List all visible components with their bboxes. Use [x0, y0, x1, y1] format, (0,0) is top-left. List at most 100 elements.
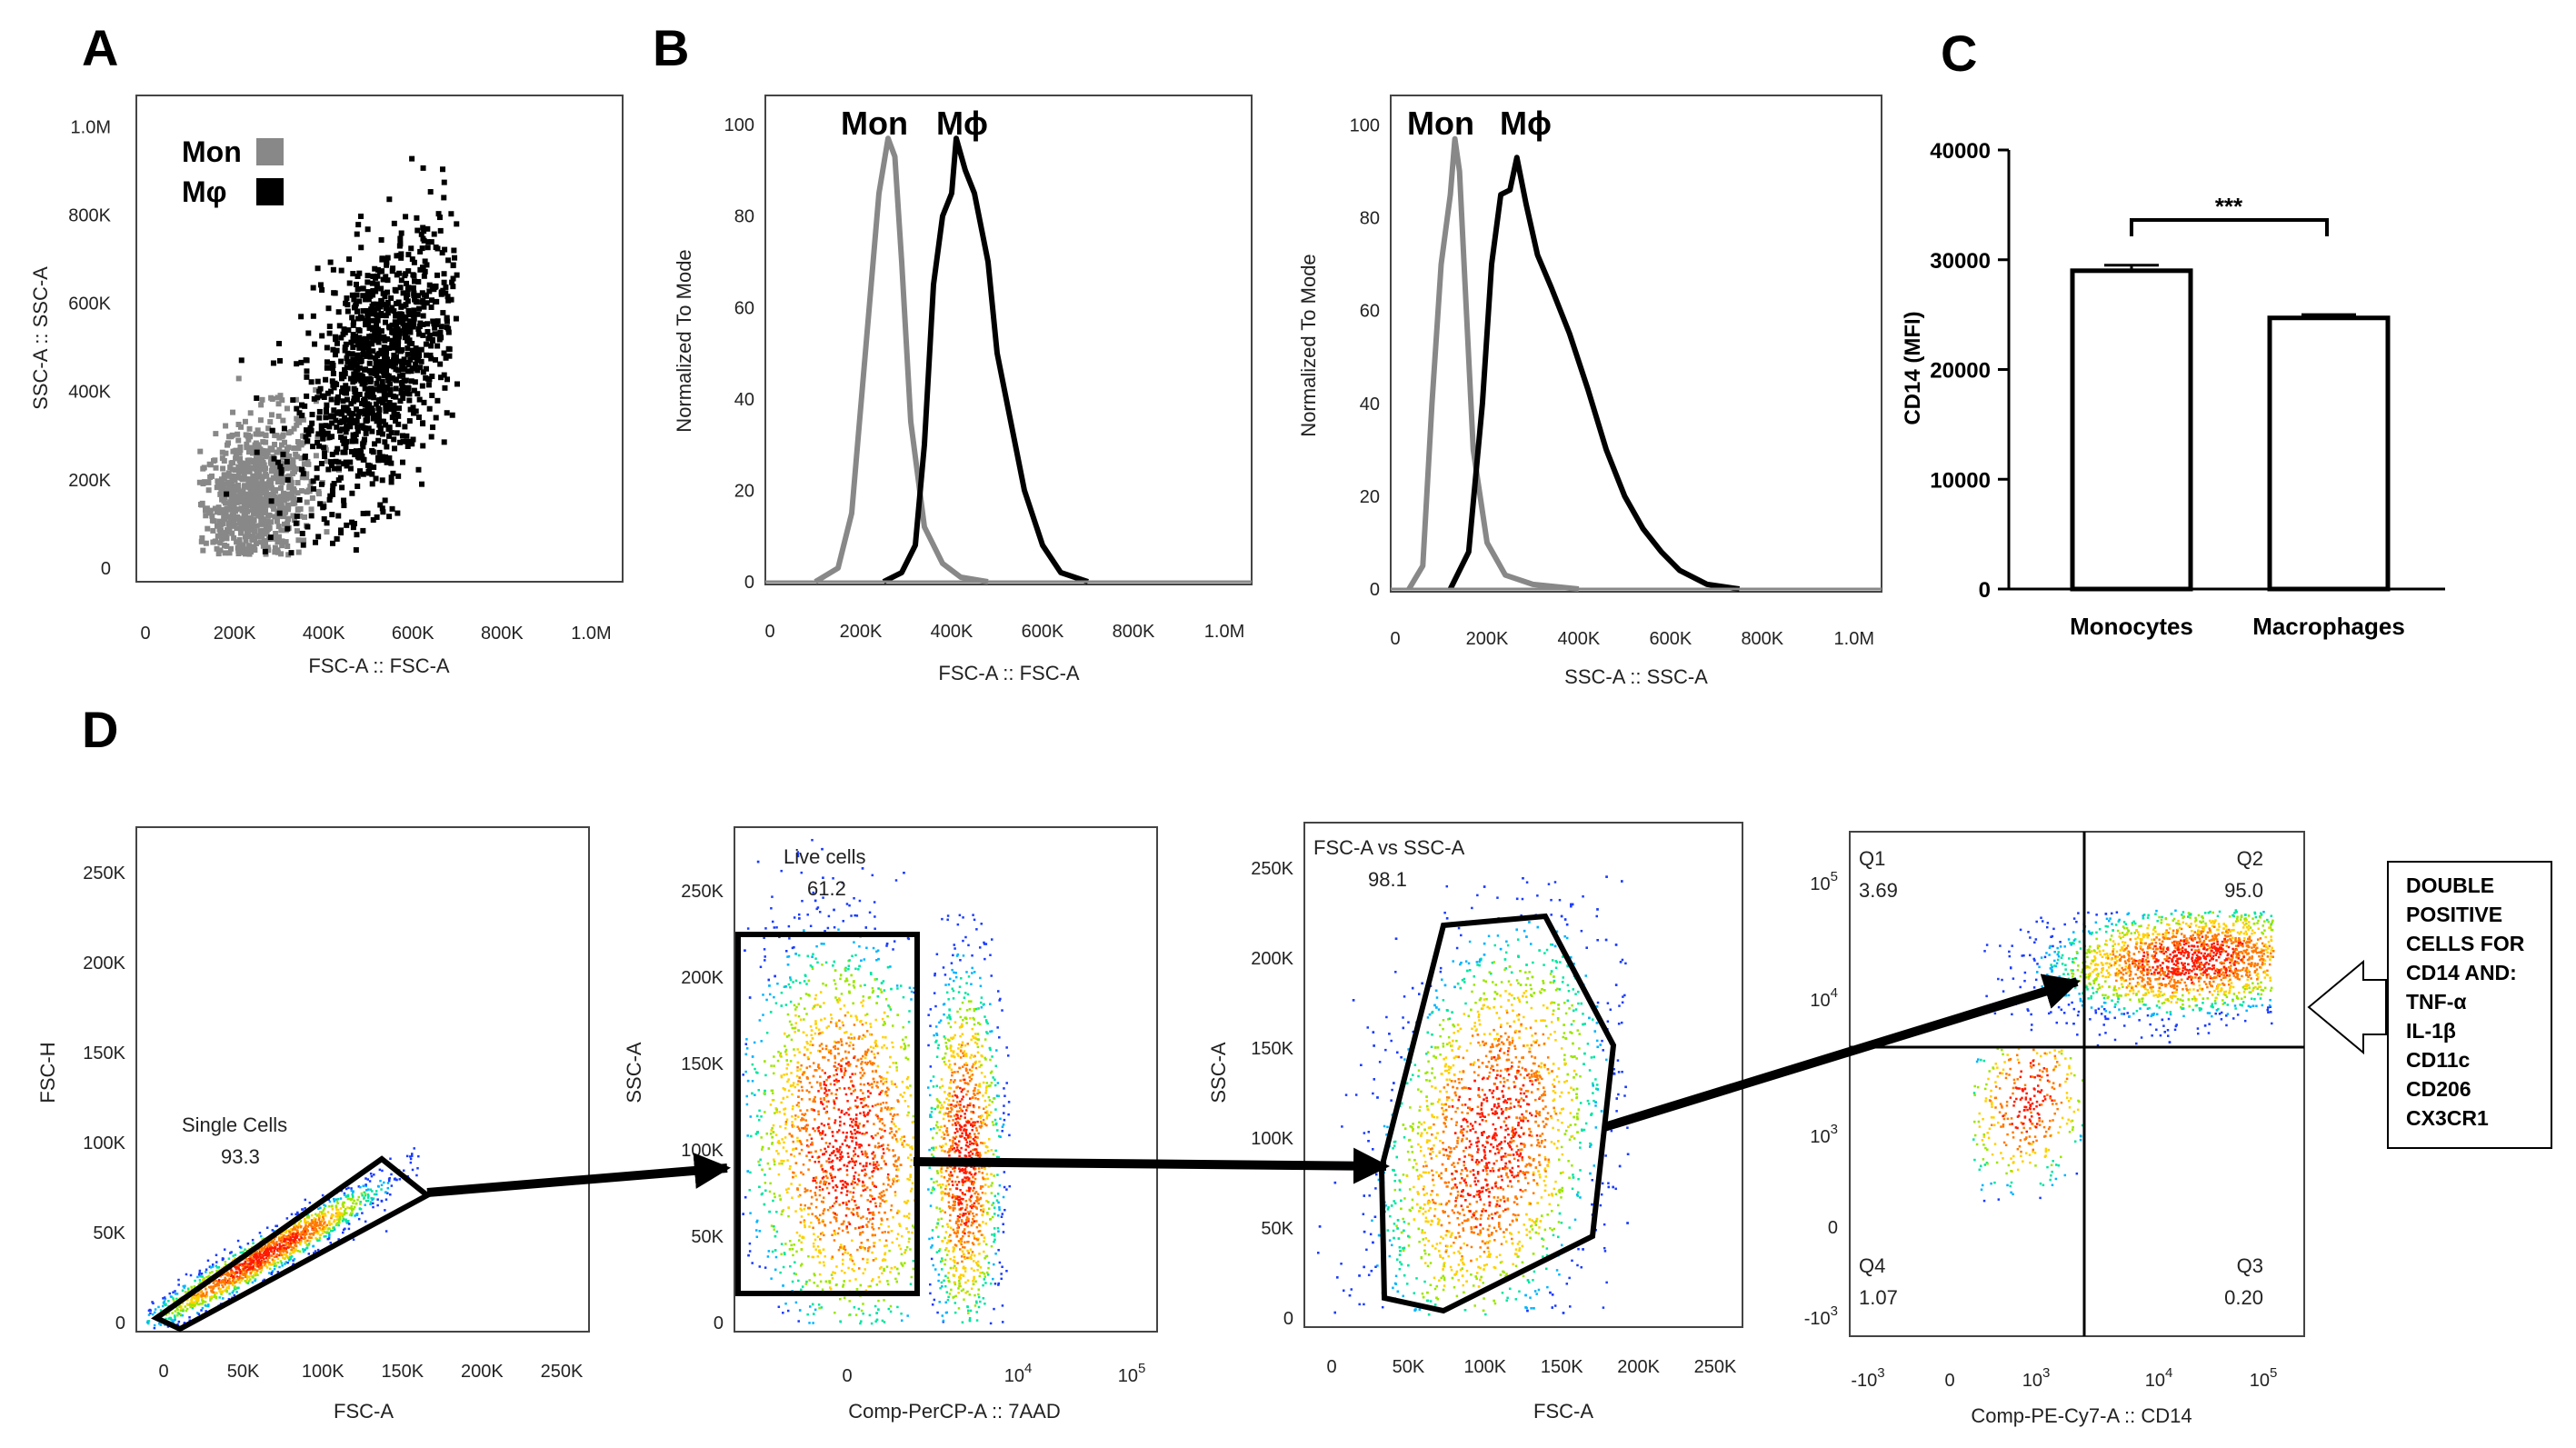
event-dot [386, 1192, 389, 1194]
event-dot [754, 1093, 756, 1096]
event-dot [293, 1226, 295, 1229]
scatter-point [404, 359, 410, 365]
scatter-point [338, 527, 344, 534]
scatter-point [217, 491, 224, 497]
scatter-point [309, 494, 315, 501]
event-dot [771, 1143, 774, 1145]
event-dot [183, 1286, 186, 1289]
legend-mac-label: Mφ [182, 175, 227, 208]
event-dot [290, 1239, 293, 1242]
event-dot [223, 1281, 226, 1283]
scatter-point [400, 438, 406, 444]
scatter-point [400, 290, 406, 296]
event-dot [244, 1248, 246, 1251]
event-dot [841, 1075, 844, 1079]
event-dot [284, 1249, 286, 1252]
event-dot [246, 1268, 249, 1272]
event-dot [293, 1250, 296, 1253]
event-dot [794, 1014, 797, 1017]
scatter-point [366, 360, 373, 366]
scatter-point [304, 393, 310, 399]
scatter-point [268, 484, 275, 491]
scatter-point [366, 334, 373, 340]
event-dot [292, 1251, 295, 1254]
event-dot [804, 1046, 806, 1049]
event-dot [854, 1141, 858, 1144]
event-dot [838, 1086, 842, 1090]
scatter-point [415, 326, 422, 333]
event-dot [276, 1249, 279, 1252]
scatter-point [391, 364, 397, 370]
event-dot [197, 1294, 201, 1297]
event-dot [876, 1052, 880, 1054]
event-dot [871, 1181, 874, 1184]
event-dot [852, 1037, 854, 1040]
event-dot [821, 1177, 824, 1180]
event-dot [912, 1136, 915, 1139]
event-dot [249, 1259, 252, 1262]
legend-mon-swatch [256, 138, 284, 165]
event-dot [866, 1249, 870, 1253]
event-dot [771, 1126, 774, 1130]
event-dot [337, 1218, 341, 1221]
event-dot [225, 1289, 229, 1293]
event-dot [327, 1198, 330, 1202]
scatter-point [366, 463, 373, 469]
event-dot [862, 995, 865, 998]
event-dot [327, 1237, 331, 1240]
event-dot [204, 1294, 206, 1297]
event-dot [307, 1253, 311, 1255]
event-dot [824, 1147, 826, 1151]
scatter-point [300, 542, 306, 548]
event-dot [797, 1104, 800, 1108]
event-dot [885, 1108, 889, 1111]
scatter-point [360, 471, 366, 477]
scatter-point [251, 511, 257, 517]
scatter-point [395, 413, 402, 419]
event-dot [829, 1014, 833, 1016]
plot-frame [1390, 95, 1882, 593]
event-dot [260, 1256, 264, 1259]
scatter-point [348, 448, 354, 454]
y-axis-label: CD14 (MFI) [1901, 311, 1925, 424]
scatter-point [413, 345, 419, 352]
scatter-point [441, 279, 447, 285]
scatter-point [293, 396, 299, 403]
event-dot [328, 1204, 331, 1208]
event-dot [745, 1094, 748, 1098]
event-dot [335, 1212, 339, 1214]
event-dot [847, 1108, 850, 1111]
event-dot [387, 1179, 391, 1183]
event-dot [292, 1246, 295, 1250]
event-dot [286, 1261, 289, 1264]
event-dot [855, 1211, 859, 1214]
event-dot [884, 1036, 887, 1039]
scatter-point [226, 524, 233, 530]
event-dot [283, 1233, 285, 1237]
event-dot [235, 1291, 238, 1293]
event-dot [264, 1251, 266, 1254]
scatter-point [315, 394, 321, 401]
event-dot [872, 1161, 875, 1163]
scatter-point [452, 255, 458, 261]
scatter-point [429, 393, 435, 399]
scatter-point [373, 360, 379, 366]
event-dot [882, 1190, 885, 1193]
scatter-point [376, 449, 383, 455]
event-dot [290, 1228, 293, 1231]
event-dot [809, 1040, 813, 1044]
scatter-point [422, 258, 428, 265]
event-dot [207, 1303, 210, 1306]
scatter-point [234, 494, 240, 500]
event-dot [169, 1317, 173, 1321]
scatter-point [350, 356, 356, 363]
scatter-point [376, 367, 383, 374]
event-dot [807, 1057, 810, 1061]
event-dot [810, 1221, 813, 1224]
event-dot [907, 1020, 911, 1024]
scatter-point [267, 419, 274, 425]
event-dot [302, 1230, 305, 1233]
event-dot [161, 1304, 165, 1308]
event-dot [359, 1203, 362, 1205]
event-dot [844, 1214, 848, 1217]
